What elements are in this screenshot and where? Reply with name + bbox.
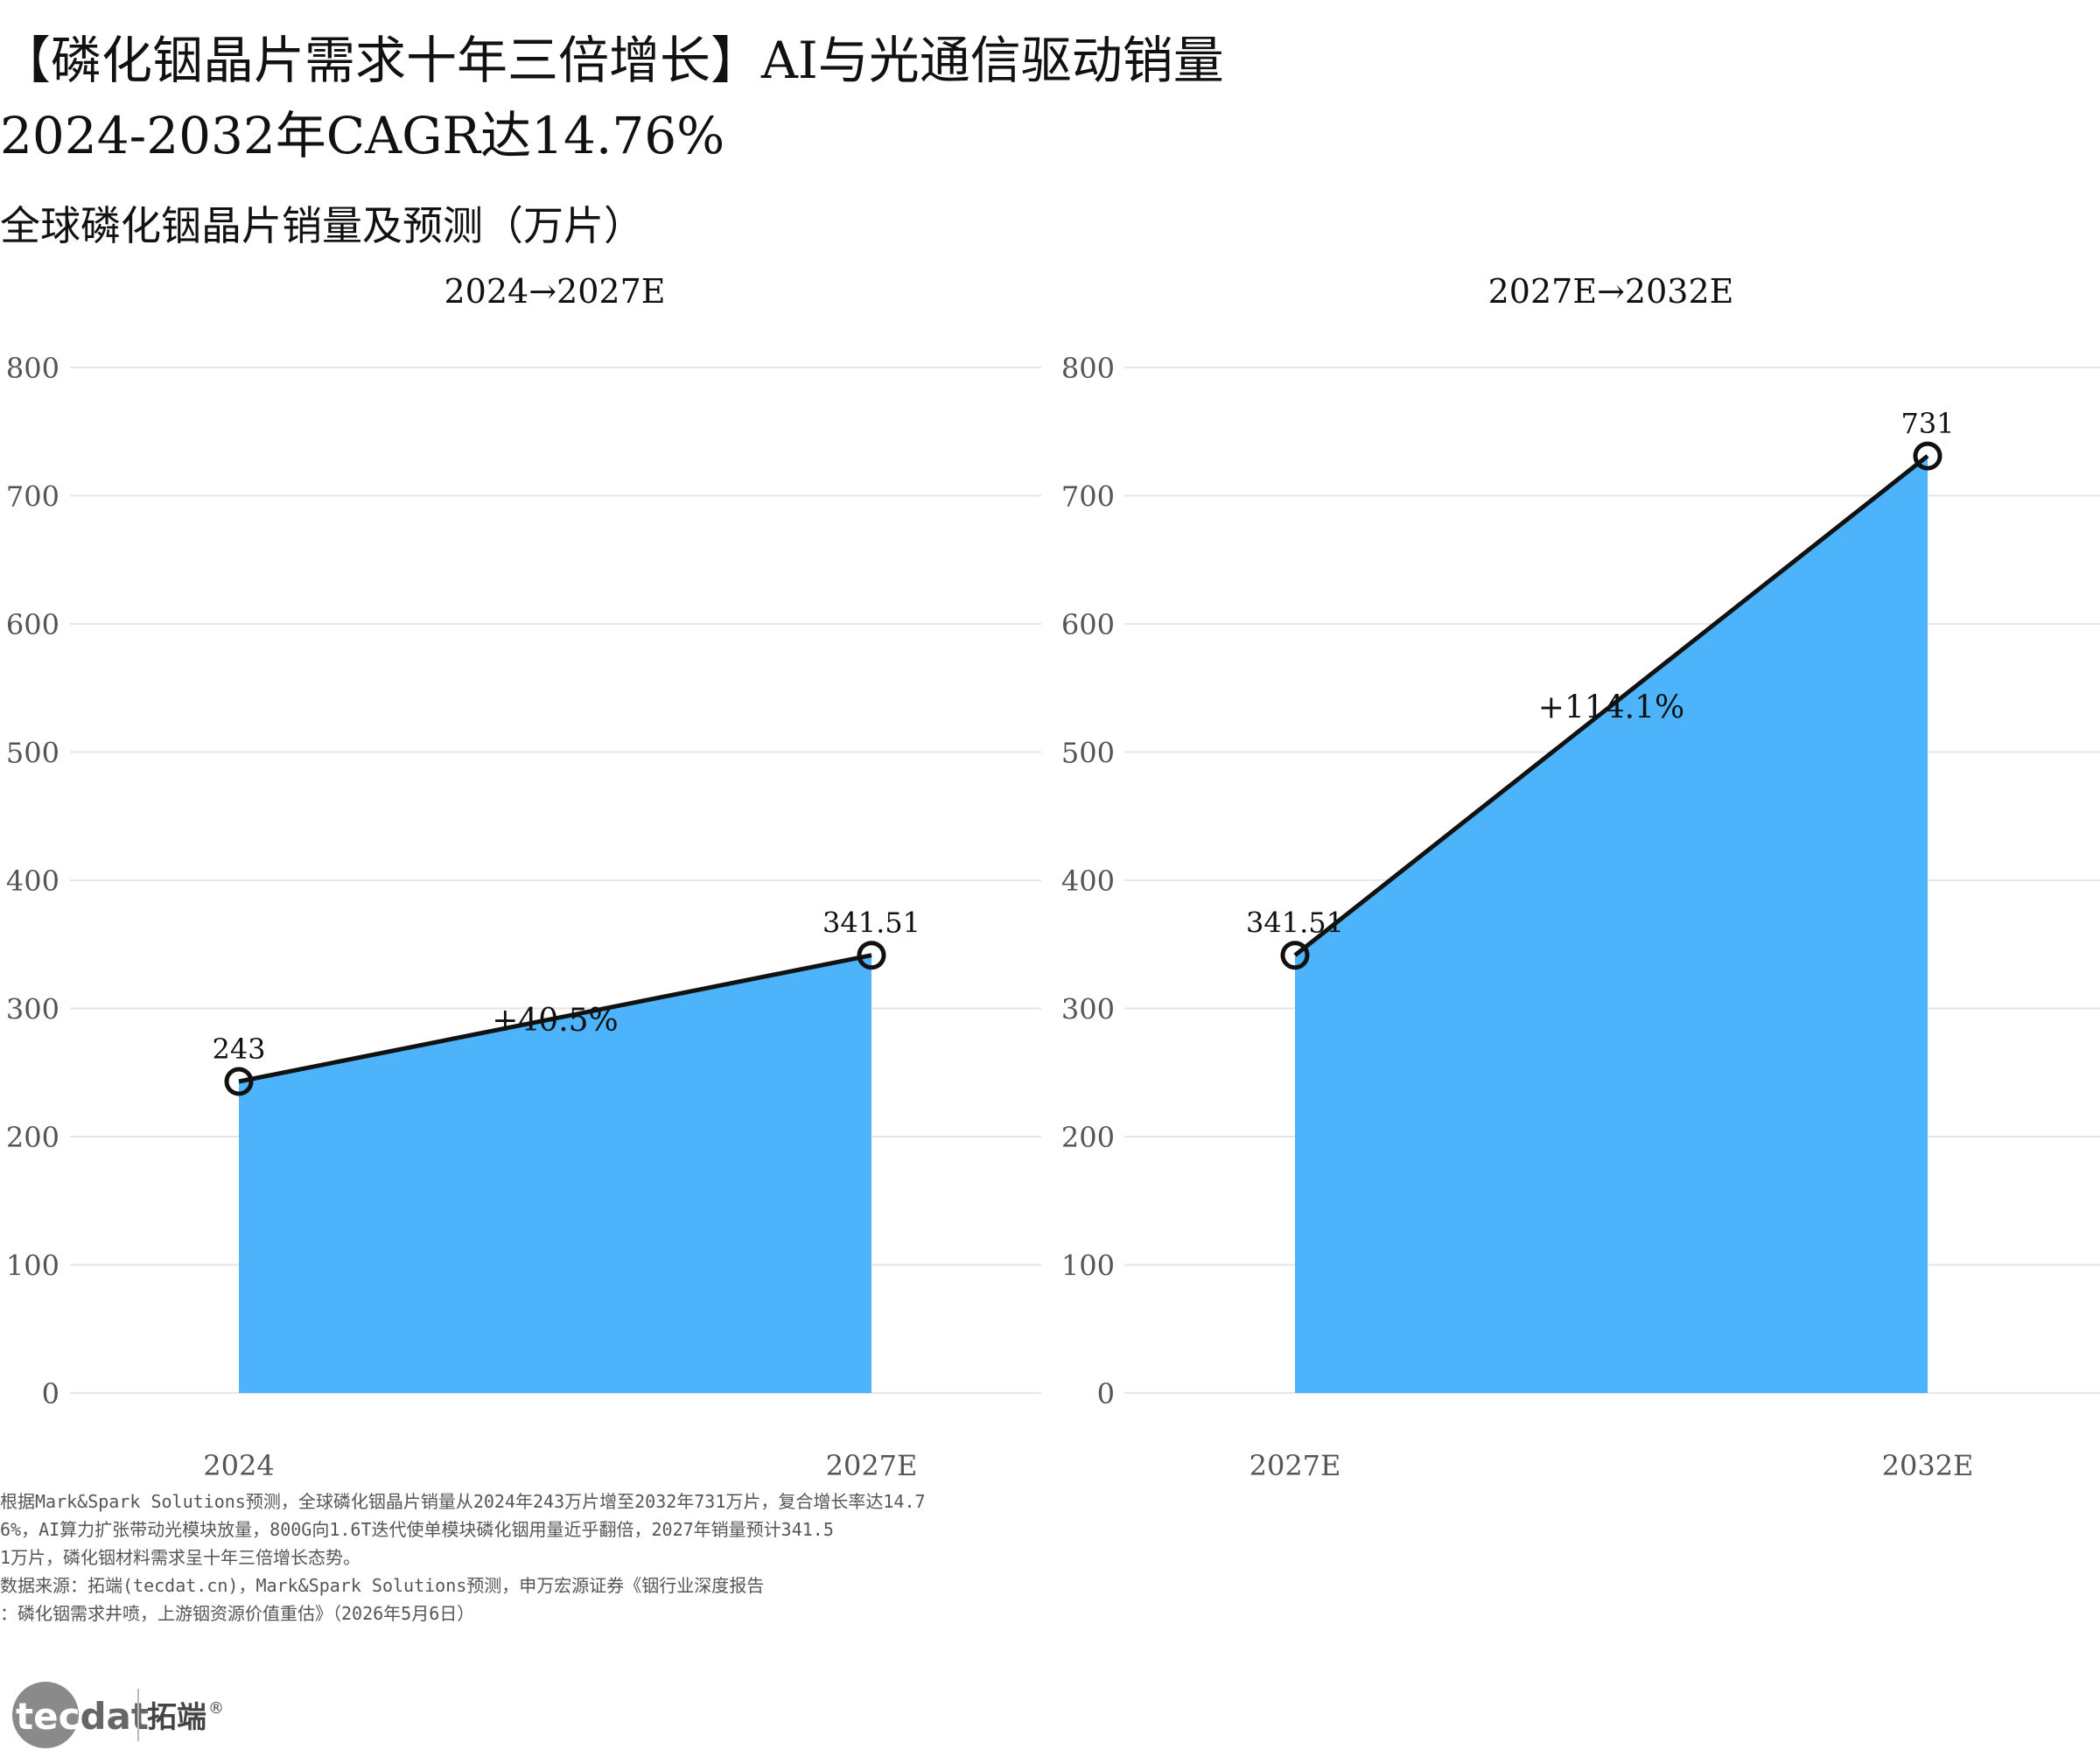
data-label: 341.51 <box>1246 906 1344 940</box>
y-tick-label: 300 <box>6 993 60 1026</box>
note-line: 数据来源：拓端(tecdat.cn)，Mark&Spark Solutions预… <box>0 1575 765 1596</box>
y-tick-label: 600 <box>1061 608 1115 641</box>
y-tick-label: 100 <box>6 1250 60 1283</box>
y-tick-label: 400 <box>6 864 60 898</box>
data-point <box>1280 941 1310 970</box>
logo-text-cn: 拓端 <box>147 1700 206 1735</box>
y-tick-label: 500 <box>1061 737 1115 770</box>
x-tick-label: 2027E <box>1250 1449 1341 1482</box>
panel-title: 2027E→2032E <box>1488 272 1734 311</box>
y-tick-label: 400 <box>1061 864 1115 898</box>
data-point <box>224 1067 254 1096</box>
note-line: 根据Mark&Spark Solutions预测，全球磷化铟晶片销量从2024年… <box>0 1491 926 1512</box>
x-tick-label: 2032E <box>1882 1449 1974 1482</box>
title-line-2: 2024-2032年CAGR达14.76% <box>0 106 725 165</box>
title-line-1: 【磷化铟晶片需求十年三倍增长】AI与光通信驱动销量 <box>0 31 1224 90</box>
y-tick-label: 200 <box>1061 1121 1115 1154</box>
area-fill <box>239 955 872 1393</box>
x-tick-label: 2027E <box>826 1449 918 1482</box>
note-line: 1万片，磷化铟材料需求呈十年三倍增长态势。 <box>0 1547 361 1568</box>
data-point <box>1913 441 1942 471</box>
note-line: ：磷化铟需求井喷，上游铟资源价值重估》（2026年5月6日） <box>0 1603 475 1624</box>
area-fill <box>1295 456 1928 1394</box>
x-tick-label: 2024 <box>203 1449 274 1482</box>
chart-subtitle: 全球磷化铟晶片销量及预测（万片） <box>0 202 644 249</box>
growth-annotation: +40.5% <box>492 1003 619 1039</box>
y-tick-label: 700 <box>6 480 60 514</box>
y-tick-label: 600 <box>6 608 60 641</box>
chart-area: 2024→2027E 0 100 200 300 400 500 600 700 800 243 20… <box>6 272 2100 1482</box>
tecdat-logo: tecdat 拓端 ® <box>12 1682 224 1748</box>
growth-annotation: +114.1% <box>1538 690 1684 725</box>
y-tick-label: 0 <box>42 1377 60 1410</box>
data-label: 731 <box>1900 407 1954 440</box>
y-tick-label: 500 <box>6 737 60 770</box>
y-tick-label: 800 <box>1061 352 1115 385</box>
panel-title: 2024→2027E <box>444 272 666 311</box>
y-tick-label: 100 <box>1061 1250 1115 1283</box>
data-label: 243 <box>212 1032 265 1066</box>
y-tick-label: 800 <box>6 352 60 385</box>
logo-circle-icon <box>12 1682 79 1748</box>
data-label: 341.51 <box>822 906 920 940</box>
logo-text-en: tecdat <box>16 1695 149 1738</box>
note-line: 6%，AI算力扩张带动光模块放量，800G向1.6T迭代使单模块磷化铟用量近乎翻… <box>0 1519 834 1540</box>
y-tick-label: 0 <box>1097 1377 1115 1410</box>
data-point <box>857 941 886 970</box>
y-tick-label: 300 <box>1061 993 1115 1026</box>
y-tick-label: 700 <box>1061 480 1115 514</box>
series-line <box>238 953 872 1084</box>
logo-registered-mark: ® <box>208 1699 224 1718</box>
series-line <box>1293 454 1929 957</box>
y-tick-label: 200 <box>6 1121 60 1154</box>
